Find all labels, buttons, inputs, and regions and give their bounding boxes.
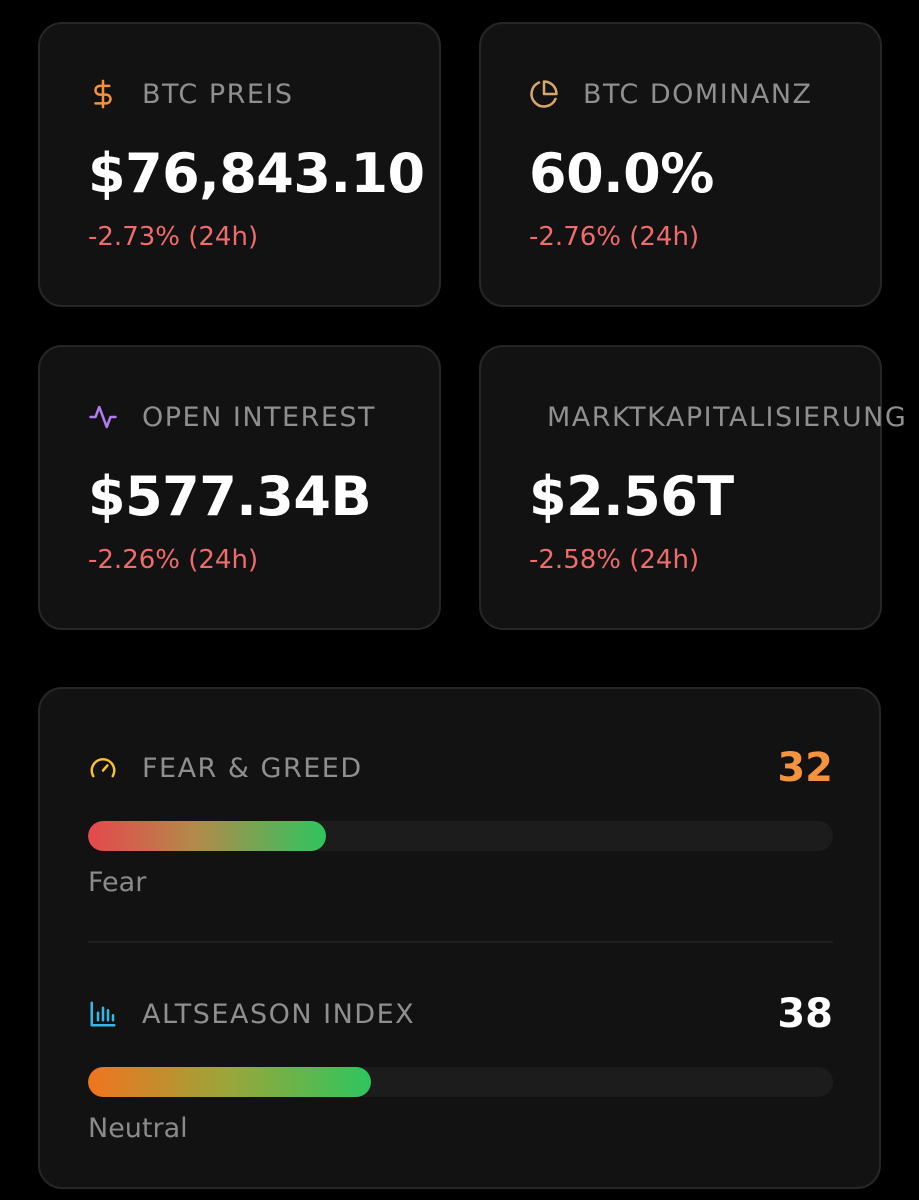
btc-price-change: -2.73% (24h) [88, 222, 259, 252]
open-interest-value: $577.34B [88, 465, 372, 528]
altseason-bar [88, 1067, 833, 1097]
gauge-icon [88, 753, 118, 783]
btc-dominance-value: 60.0% [529, 142, 714, 205]
sentiment-indices-card: FEAR & GREED 32 Fear ALTSEASON INDEX 38 [38, 687, 881, 1189]
activity-pulse-icon [88, 402, 118, 432]
fear-greed-label: FEAR & GREED [142, 752, 363, 784]
pie-chart-icon [529, 79, 559, 109]
altseason-label: ALTSEASON INDEX [142, 998, 416, 1030]
open-interest-card[interactable]: OPEN INTEREST $577.34B -2.26% (24h) [38, 345, 441, 630]
open-interest-header: OPEN INTEREST [88, 399, 376, 435]
btc-dominance-change: -2.76% (24h) [529, 222, 700, 252]
fear-greed-header: FEAR & GREED 32 [88, 741, 833, 795]
btc-price-card[interactable]: BTC PREIS $76,843.10 -2.73% (24h) [38, 22, 441, 307]
market-cap-value: $2.56T [529, 465, 734, 528]
altseason-value: 38 [777, 991, 833, 1037]
btc-dominance-header: BTC DOMINANZ [529, 76, 813, 112]
fear-greed-status: Fear [88, 867, 147, 898]
altseason-bar-fill [88, 1067, 372, 1097]
fear-greed-value: 32 [777, 745, 833, 791]
market-cap-label: MARKTKAPITALISIERUNG [547, 401, 908, 433]
dollar-icon [88, 79, 118, 109]
market-cap-card[interactable]: MARKTKAPITALISIERUNG $2.56T -2.58% (24h) [479, 345, 906, 630]
btc-dominance-card[interactable]: BTC DOMINANZ 60.0% -2.76% (24h) [479, 22, 882, 307]
btc-dominance-label: BTC DOMINANZ [583, 78, 813, 110]
market-cap-change: -2.58% (24h) [529, 545, 700, 575]
market-cap-header: MARKTKAPITALISIERUNG [547, 399, 907, 435]
fear-greed-bar-fill [88, 821, 327, 851]
open-interest-change: -2.26% (24h) [88, 545, 259, 575]
btc-price-value: $76,843.10 [88, 142, 425, 205]
altseason-header: ALTSEASON INDEX 38 [88, 987, 833, 1041]
btc-price-label: BTC PREIS [142, 78, 294, 110]
bar-chart-icon [88, 999, 118, 1029]
fear-greed-bar [88, 821, 833, 851]
btc-price-header: BTC PREIS [88, 76, 294, 112]
section-divider [88, 941, 833, 943]
fear-greed-section[interactable]: FEAR & GREED 32 Fear [88, 741, 833, 898]
altseason-section[interactable]: ALTSEASON INDEX 38 Neutral [88, 987, 833, 1144]
open-interest-label: OPEN INTEREST [142, 401, 377, 433]
altseason-status: Neutral [88, 1113, 188, 1144]
